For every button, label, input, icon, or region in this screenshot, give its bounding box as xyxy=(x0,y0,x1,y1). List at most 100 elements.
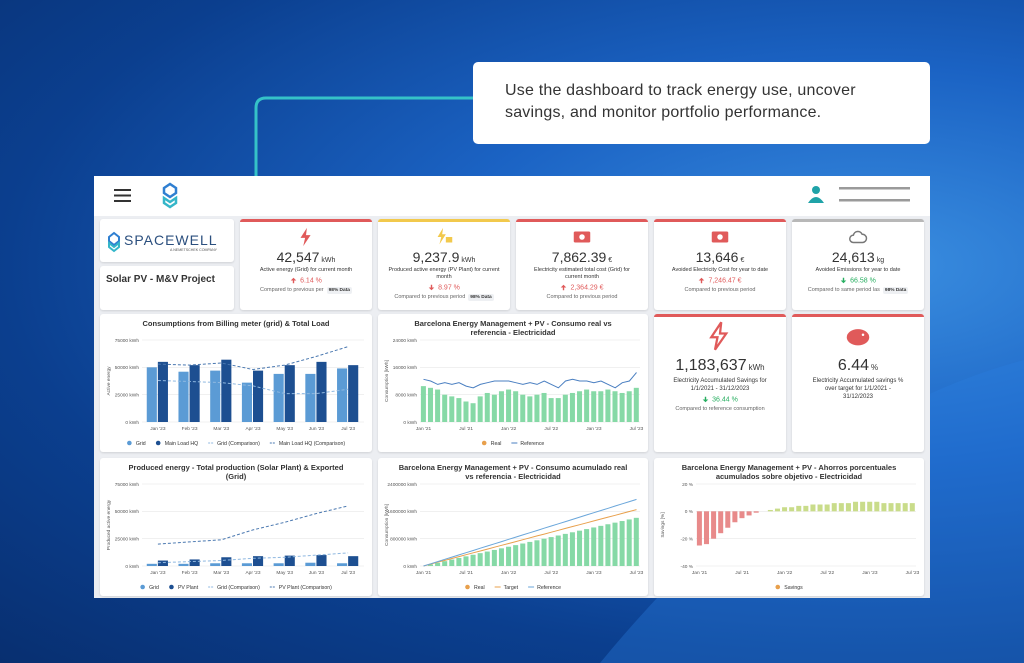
kpi-change-row: 6.14 % xyxy=(240,277,372,284)
y-tick-label: 25000 kWh xyxy=(115,392,140,398)
trend-arrow xyxy=(702,396,709,403)
bar xyxy=(348,365,359,422)
bar xyxy=(420,386,426,422)
bar xyxy=(718,511,724,534)
piggy-eye xyxy=(861,333,865,336)
bar xyxy=(562,533,568,566)
bar xyxy=(888,503,894,512)
x-tick-label: Jul '23 xyxy=(341,426,355,432)
bar xyxy=(853,501,859,512)
kpi-value: 13,646 xyxy=(695,249,739,265)
y-axis-label: Produced active energy xyxy=(106,499,112,550)
cloud-icon xyxy=(849,230,868,244)
data-badge: 98% Data xyxy=(882,287,909,295)
chart: 0 kWh 25000 kWh 50000 kWh 75000 kWh Active e… xyxy=(106,338,364,447)
chart: 0 kWh 25000 kWh 50000 kWh 75000 kWh Produced… xyxy=(106,482,364,591)
bar xyxy=(513,545,519,566)
kpi-label: Produced active energy (PV Plant) for cu… xyxy=(388,267,500,280)
bar xyxy=(491,549,497,566)
kpi-unit: kWh xyxy=(748,363,765,372)
bar xyxy=(767,509,773,512)
solar-bolt-icon xyxy=(437,227,446,245)
bar xyxy=(696,511,702,546)
legend-label: Real xyxy=(474,585,485,591)
x-tick-label: Jan '22 xyxy=(501,570,517,576)
legend-label: PV Plant xyxy=(178,585,199,591)
trend-arrow-shape xyxy=(290,277,297,284)
kpi-value-row: 6.44% xyxy=(792,357,924,375)
kpi-value-row: 13,646 € xyxy=(654,249,786,265)
bar xyxy=(782,507,788,512)
x-tick-label: May '23 xyxy=(276,570,293,576)
y-tick-label: 1600000 kWh xyxy=(387,509,417,515)
bar xyxy=(774,508,780,512)
bar xyxy=(739,511,745,519)
chart-card: Consumptions from Billing meter (grid) &… xyxy=(100,314,372,452)
bar xyxy=(470,554,476,566)
bar xyxy=(541,538,547,566)
y-tick-label: 20 % xyxy=(682,482,694,488)
line-series xyxy=(157,505,349,545)
kpi-change: 2,364.29 € xyxy=(570,284,604,292)
legend-label: Grid (Comparison) xyxy=(217,441,260,447)
menu-button[interactable] xyxy=(114,189,131,202)
chart: 0 kWh 800000 kWh 1600000 kWh 2400000 kWh Con… xyxy=(384,482,644,591)
user-name-placeholder xyxy=(839,187,910,190)
card-icon xyxy=(711,231,729,243)
chart: 20 % 0 % -20 % -40 % Savings [%] Jan '21 Jul '… xyxy=(660,482,920,591)
x-tick-label: Jun '23 xyxy=(309,426,325,432)
kpi-value: 1,183,637 xyxy=(675,357,747,374)
kpi-compare: Compared to previous period xyxy=(546,294,618,301)
user-button[interactable] xyxy=(808,186,824,203)
bar xyxy=(612,522,618,566)
x-tick-label: Jul '23 xyxy=(630,426,644,432)
bar xyxy=(895,503,901,512)
bar xyxy=(548,537,554,566)
bar xyxy=(477,396,483,422)
kpi-value: 7,862.39 xyxy=(551,249,607,265)
x-tick-label: Jan '23 xyxy=(586,426,602,432)
top-bar-icons xyxy=(114,182,910,209)
y-tick-label: 75000 kWh xyxy=(115,482,140,488)
y-axis-label: Savings [%] xyxy=(660,512,666,537)
brand-card: SPACEWELL A NEMETSCHEK COMPANY xyxy=(100,219,234,262)
trend-arrow-shape xyxy=(699,277,705,284)
kpi-unit: kg xyxy=(876,257,885,264)
data-badge: 98% Data xyxy=(468,294,494,302)
bar xyxy=(711,511,717,539)
app-logo[interactable] xyxy=(162,182,178,209)
brand-logo: SPACEWELL A NEMETSCHEK COMPANY xyxy=(108,231,218,253)
bar xyxy=(498,548,504,566)
bar xyxy=(427,387,434,422)
y-tick-label: 0 % xyxy=(685,509,694,515)
bar xyxy=(484,551,490,566)
y-tick-label: 0 kWh xyxy=(403,564,417,570)
kpi-value-row: 7,862.39 € xyxy=(516,249,648,265)
kpi-value-row: 24,613 kg xyxy=(792,249,924,265)
legend: Grid PV Plant Grid (Comparison) PV Plant (C… xyxy=(140,584,332,591)
bar xyxy=(619,392,625,422)
bar xyxy=(541,392,547,422)
bar xyxy=(241,563,252,566)
y-tick-label: 16000 kWh xyxy=(393,365,418,371)
bar xyxy=(305,373,316,422)
legend-label: Savings xyxy=(784,585,803,591)
brand-tagline: A NEMETSCHEK COMPANY xyxy=(170,248,218,252)
y-axis-label: Consumption [kWh] xyxy=(384,504,390,546)
legend-label: PV Plant (Comparison) xyxy=(279,585,332,591)
bar xyxy=(881,503,887,512)
kpi-change-row: 8.97 % xyxy=(378,284,510,291)
y-tick-label: 0 kWh xyxy=(403,420,417,426)
kpi-value: 24,613 xyxy=(831,249,875,265)
bar xyxy=(337,563,348,566)
bar xyxy=(456,557,462,566)
bar xyxy=(746,511,752,516)
bar xyxy=(555,398,561,422)
bar xyxy=(598,391,604,422)
trend-arrow xyxy=(428,284,435,291)
chart-card: Barcelona Energy Management + PV - Consu… xyxy=(378,314,648,452)
y-tick-label: 75000 kWh xyxy=(115,338,140,344)
kpi-value-row: 9,237.9 kWh xyxy=(378,249,510,265)
trend-arrow-shape xyxy=(840,277,847,284)
y-tick-label: -20 % xyxy=(680,536,693,542)
